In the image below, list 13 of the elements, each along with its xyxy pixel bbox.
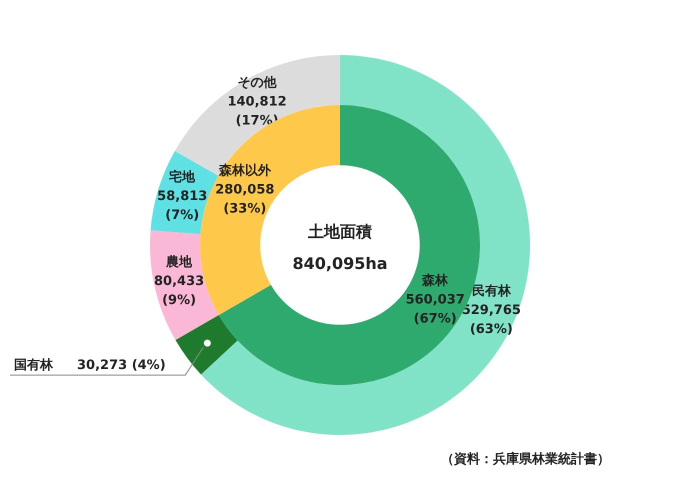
slice-label: 森林 xyxy=(421,273,450,288)
slice-label: 宅地 xyxy=(169,168,196,185)
data-label: 280,058 (33%) xyxy=(215,182,274,216)
slice-label: 農地 xyxy=(165,254,194,270)
text: （資料：兵庫県林業統計書） xyxy=(441,450,610,468)
slice-label: 民有林 xyxy=(472,284,512,300)
data-label: 80,433 (9%) xyxy=(154,274,204,308)
text: 土地面積 xyxy=(307,222,372,242)
text: 840,095ha xyxy=(292,254,388,273)
slice-label: その他 xyxy=(238,76,278,91)
data-label: 30,273 (4%) xyxy=(77,358,166,374)
slice-label: 国有林 xyxy=(14,358,54,374)
data-label: 58,813 (7%) xyxy=(157,188,208,223)
